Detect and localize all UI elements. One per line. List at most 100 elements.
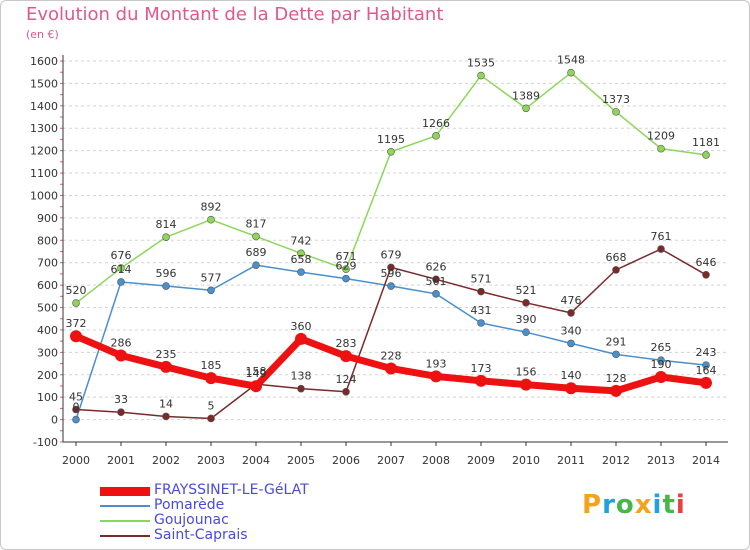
data-point <box>387 147 395 156</box>
data-point <box>387 282 395 290</box>
data-point <box>655 371 667 384</box>
series-group <box>70 68 712 424</box>
data-point <box>522 104 530 113</box>
data-point <box>295 332 307 345</box>
data-point <box>702 271 710 279</box>
data-label: 679 <box>381 248 402 261</box>
data-point <box>612 266 620 274</box>
data-point <box>70 330 82 343</box>
data-label: 520 <box>66 284 87 297</box>
data-label: 138 <box>291 370 312 383</box>
data-label: 577 <box>201 271 222 284</box>
data-label: 190 <box>651 358 672 371</box>
legend-label: Saint-Caprais <box>154 527 248 543</box>
data-label: 629 <box>336 260 357 273</box>
x-tick-label: 2000 <box>62 454 90 467</box>
y-tick-label: 0 <box>51 414 58 427</box>
data-label: 185 <box>201 359 222 372</box>
data-point <box>340 350 352 363</box>
data-label: 1535 <box>467 57 495 70</box>
data-point <box>117 264 125 272</box>
y-tick-label: 1300 <box>30 122 58 135</box>
legend-swatch <box>100 520 150 522</box>
data-label: 193 <box>426 357 447 370</box>
x-tick-label: 2003 <box>197 454 225 467</box>
data-point <box>385 362 397 375</box>
data-label: 689 <box>246 246 267 259</box>
data-point <box>205 372 217 385</box>
data-point <box>702 151 710 159</box>
y-tick-label: 100 <box>37 391 58 404</box>
data-label: 1373 <box>602 93 630 106</box>
data-label: 814 <box>156 218 177 231</box>
data-label: 671 <box>336 250 357 263</box>
data-label: 626 <box>426 260 447 273</box>
data-label: 14 <box>159 397 173 410</box>
data-point <box>432 290 440 298</box>
data-point <box>520 378 532 391</box>
logo-letter: r <box>602 490 616 520</box>
data-point <box>477 71 485 80</box>
data-point <box>477 287 485 296</box>
data-point <box>567 339 575 348</box>
data-label: 1266 <box>422 117 450 130</box>
data-point <box>477 319 485 327</box>
data-point <box>612 350 620 359</box>
x-tick-label: 2012 <box>602 454 630 467</box>
x-tick-label: 2013 <box>647 454 675 467</box>
data-label: 431 <box>471 304 492 317</box>
y-tick-label: 800 <box>37 234 58 247</box>
data-label: 1195 <box>377 133 405 146</box>
data-point <box>207 215 215 224</box>
data-label: 340 <box>561 324 582 337</box>
data-label: 571 <box>471 273 492 286</box>
axes: -100 0 100 200 300 400 500 600 700 800 900 1000 1100… <box>30 55 728 467</box>
data-point <box>432 275 440 284</box>
x-tick-label: 2006 <box>332 454 360 467</box>
data-point <box>522 328 530 336</box>
logo-letter: i <box>675 490 686 520</box>
legend-label: Pomarède <box>154 497 225 513</box>
y-tick-label: 400 <box>37 324 58 337</box>
data-point <box>567 309 575 317</box>
data-point <box>160 360 172 373</box>
y-tick-label: 900 <box>37 212 58 225</box>
data-label: 140 <box>561 369 582 382</box>
data-label: 5 <box>208 399 215 412</box>
data-label: 676 <box>111 249 132 262</box>
logo-letter: t <box>662 490 676 520</box>
data-point <box>342 274 350 283</box>
data-point <box>430 370 442 383</box>
data-label: 33 <box>114 393 128 406</box>
data-point <box>432 132 440 140</box>
data-point <box>72 299 80 307</box>
data-point <box>657 356 665 364</box>
data-point <box>342 387 350 396</box>
data-point <box>117 278 125 286</box>
data-label: 658 <box>291 253 312 266</box>
data-label: 614 <box>111 263 132 276</box>
data-label: 817 <box>246 217 267 230</box>
x-tick-label: 2010 <box>512 454 540 467</box>
data-point <box>567 68 575 77</box>
data-point <box>612 108 620 116</box>
data-label: 235 <box>156 348 177 361</box>
data-point <box>115 349 127 362</box>
data-label: 892 <box>201 201 222 214</box>
data-label: 761 <box>651 230 672 243</box>
logo-letter: o <box>615 490 635 520</box>
x-tick-label: 2011 <box>557 454 585 467</box>
x-tick-label: 2009 <box>467 454 495 467</box>
chart-title: Evolution du Montant de la Dette par Hab… <box>26 4 444 25</box>
x-tick-label: 2014 <box>692 454 720 467</box>
data-label: 0 <box>73 401 80 414</box>
data-point <box>117 408 125 416</box>
legend-swatch <box>100 505 150 507</box>
data-point <box>250 380 262 393</box>
data-label: 243 <box>696 346 717 359</box>
data-label: 521 <box>516 284 537 297</box>
legend-label: Goujounac <box>154 512 229 528</box>
y-tick-label: 1200 <box>30 145 58 158</box>
data-point <box>162 233 170 241</box>
